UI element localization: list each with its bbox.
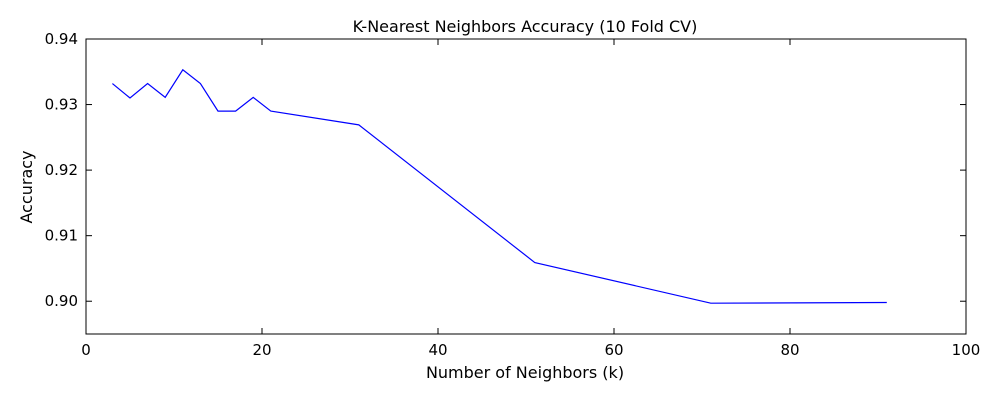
x-axis-label: Number of Neighbors (k) (426, 363, 624, 382)
plot-area (112, 68, 887, 304)
x-tick-label: 80 (780, 341, 799, 359)
y-tick-label: 0.91 (45, 227, 78, 245)
y-axis-ticks: 0.90 0.91 0.92 0.93 0.94 (45, 30, 966, 310)
y-tick-label: 0.90 (45, 292, 78, 310)
chart-title: K-Nearest Neighbors Accuracy (10 Fold CV… (353, 17, 698, 36)
y-axis-label: Accuracy (17, 150, 36, 223)
series-line-0 (112, 68, 887, 304)
x-axis-ticks: 0 20 40 60 80 100 (81, 39, 980, 359)
y-tick-label: 0.93 (45, 96, 78, 114)
y-tick-label: 0.92 (45, 161, 78, 179)
x-tick-label: 60 (604, 341, 623, 359)
x-tick-label: 20 (252, 341, 271, 359)
x-tick-label: 40 (428, 341, 447, 359)
x-tick-label: 0 (81, 341, 91, 359)
y-tick-label: 0.94 (45, 30, 78, 48)
x-tick-label: 100 (952, 341, 981, 359)
axes-frame (85, 38, 967, 335)
